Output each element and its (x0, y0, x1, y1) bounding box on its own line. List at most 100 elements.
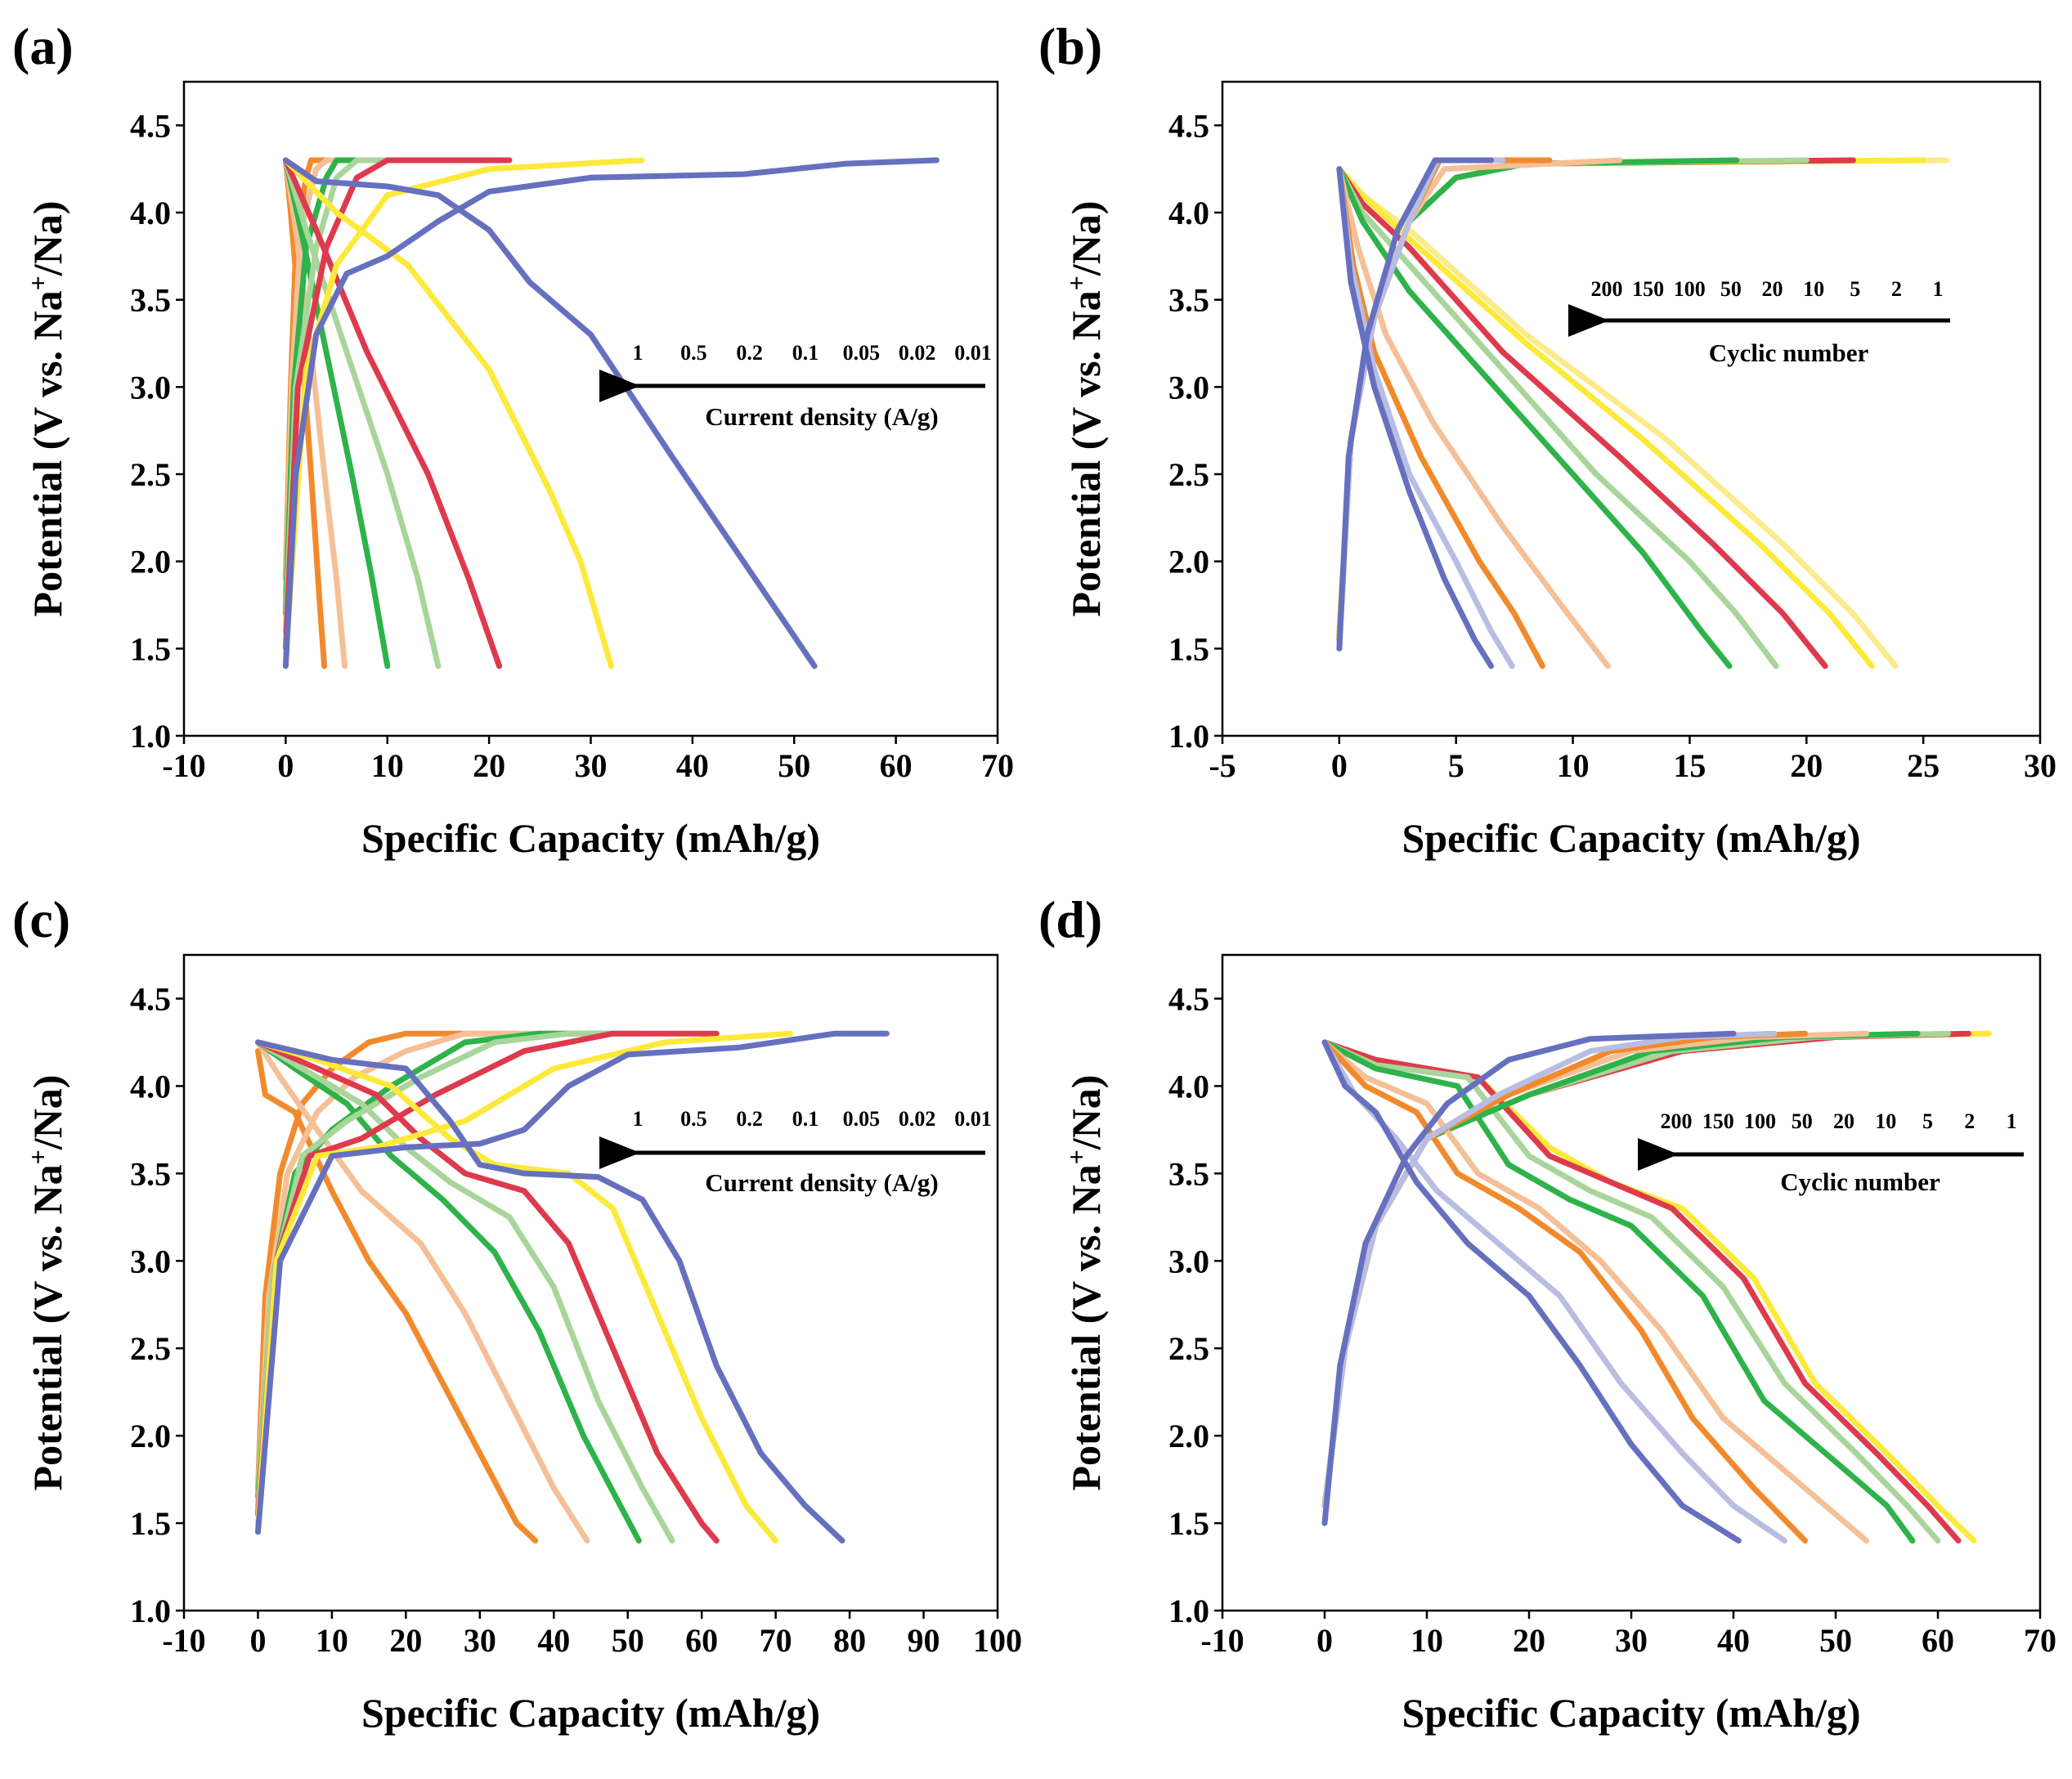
x-tick-label: 0 (277, 747, 294, 784)
y-tick-label: 1.0 (1168, 1593, 1209, 1629)
y-tick-label: 1.0 (1168, 718, 1209, 755)
y-tick-label: 3.5 (130, 282, 171, 319)
y-tick-label: 4.5 (130, 107, 171, 144)
annotation-number: 0.5 (680, 1107, 707, 1131)
x-axis-title: Specific Capacity (mAh/g) (1402, 815, 1860, 861)
x-tick-label: 40 (537, 1622, 570, 1659)
y-tick-label: 2.0 (130, 1418, 171, 1454)
x-tick-label: 60 (1922, 1622, 1954, 1659)
series-green-discharge-curve (1336, 166, 1733, 670)
y-tick-label: 3.5 (130, 1155, 171, 1192)
annotation-caption: Current density (A/g) (705, 402, 938, 431)
y-tick-label: 4.0 (1168, 195, 1209, 231)
chart-panel-b: -5 0 5 10 15 20 25 301.01.52.02.53.03.54.04.5Sp… (1038, 17, 2056, 861)
y-axis-title: Potential (V vs. Na+/Na) (1061, 201, 1109, 617)
panel-label: (b) (1038, 17, 1102, 75)
x-tick-label: 70 (2024, 1622, 2056, 1659)
series-yellow-charge-curve (255, 1030, 794, 1526)
annotation-number: 20 (1833, 1109, 1854, 1133)
y-tick-label: 2.5 (1168, 456, 1209, 493)
annotation-number: 1 (1933, 277, 1944, 301)
annotation-number: 10 (1803, 277, 1824, 301)
y-tick-label: 1.0 (130, 1593, 171, 1629)
x-axis-title: Specific Capacity (mAh/g) (361, 1690, 820, 1736)
series-blue-charge-curve (1336, 157, 1495, 652)
panel-label: (a) (12, 17, 74, 75)
x-tick-label: 50 (1819, 1622, 1852, 1659)
x-tick-label: 0 (249, 1622, 266, 1659)
curves-group (1336, 157, 1950, 670)
series-orange-discharge-curve (1336, 166, 1545, 670)
x-tick-label: 25 (1907, 747, 1940, 784)
x-tick-label: 60 (685, 1622, 718, 1659)
y-tick-label: 3.0 (1168, 1243, 1209, 1279)
y-tick-label: 2.0 (1168, 544, 1209, 580)
y-tick-label: 2.0 (1168, 1418, 1209, 1454)
x-tick-label: 70 (981, 747, 1014, 784)
series-yellow-charge-curve (1336, 157, 1926, 634)
series-green-charge-curve (1321, 1030, 1921, 1509)
x-tick-label: -10 (162, 747, 205, 784)
series-blue-charge-curve (255, 1030, 890, 1535)
series-red-charge-curve (282, 157, 513, 652)
x-tick-label: 30 (575, 747, 608, 784)
annotation-number: 5 (1922, 1109, 1933, 1133)
annotation-number: 5 (1850, 277, 1860, 301)
annotation-number: 10 (1875, 1109, 1896, 1133)
series-yellow-discharge-curve (282, 157, 614, 670)
annotation-number: 150 (1702, 1109, 1734, 1133)
y-axis-title: Potential (V vs. Na+/Na) (1061, 1075, 1109, 1491)
series-orange-discharge-curve (1321, 1039, 1808, 1544)
annotation-number: 0.5 (680, 341, 707, 365)
series-lightgreen-discharge-curve (282, 157, 442, 670)
annotation-number: 1 (633, 341, 644, 365)
series-lightgreen-discharge-curve (1336, 166, 1779, 670)
series-lightgreen-discharge-curve (1321, 1039, 1941, 1544)
series-red-discharge-curve (282, 157, 503, 670)
chart-panel-d: -10 0 10 20 30 40 50 60 70 1.0 1.5 2.0 2.5 3.0 3.5 4.0 4… (1038, 890, 2056, 1736)
plot-frame (182, 953, 999, 1612)
annotation-number: 0.01 (954, 1107, 992, 1131)
y-tick-label: 4.0 (130, 195, 171, 231)
x-tick-label: 20 (473, 747, 505, 784)
x-tick-label: 10 (1557, 747, 1590, 784)
y-tick-label: 2.5 (130, 1330, 171, 1367)
y-tick-label: 3.5 (1168, 1155, 1209, 1192)
x-tick-label: 30 (464, 1622, 496, 1659)
x-tick-label: 50 (778, 747, 810, 784)
annotation-number: 1 (2007, 1109, 2017, 1133)
y-tick-label: 4.5 (1168, 980, 1209, 1017)
x-tick-label: 0 (1331, 747, 1348, 784)
y-tick-label: 1.5 (1168, 630, 1209, 667)
annotation-number: 50 (1720, 277, 1742, 301)
x-axis-title: Specific Capacity (mAh/g) (361, 815, 820, 861)
series-blue-discharge-curve (255, 1039, 845, 1544)
annotation-number: 0.02 (899, 1107, 936, 1131)
annotation-number: 2 (1891, 277, 1902, 301)
x-tick-label: 40 (1717, 1622, 1750, 1659)
x-tick-label: -10 (1200, 1622, 1244, 1659)
series-peach-discharge-curve (1336, 166, 1611, 670)
x-tick-label: 90 (908, 1622, 940, 1659)
y-tick-label: 3.0 (1168, 369, 1209, 406)
x-tick-label: 80 (833, 1622, 866, 1659)
series-peach-discharge-curve (282, 157, 348, 670)
series-peach-discharge-curve (255, 1039, 590, 1544)
series-blue-discharge-curve (282, 157, 818, 670)
annotation-number: 20 (1762, 277, 1783, 301)
annotation-number: 0.05 (843, 341, 881, 365)
x-tick-label: 30 (2024, 747, 2056, 784)
annotation-number: 2 (1964, 1109, 1975, 1133)
annotation-number: 100 (1744, 1109, 1776, 1133)
y-tick-label: 3.5 (1168, 282, 1209, 319)
x-tick-label: 15 (1673, 747, 1706, 784)
series-green-discharge-curve (255, 1039, 642, 1544)
chart-panel-c: -10 0 10 20 30 40 50 60 70 80 90 100 1.0 1.5 2.0 2.5 3.0… (12, 890, 1022, 1736)
series-blue-discharge-curve (1336, 166, 1495, 670)
annotation-number: 200 (1661, 1109, 1693, 1133)
y-tick-label: 4.5 (1168, 107, 1209, 144)
series-lightgreen-discharge-curve (255, 1039, 675, 1544)
y-tick-label: 2.0 (130, 544, 171, 580)
x-tick-label: 10 (316, 1622, 348, 1659)
